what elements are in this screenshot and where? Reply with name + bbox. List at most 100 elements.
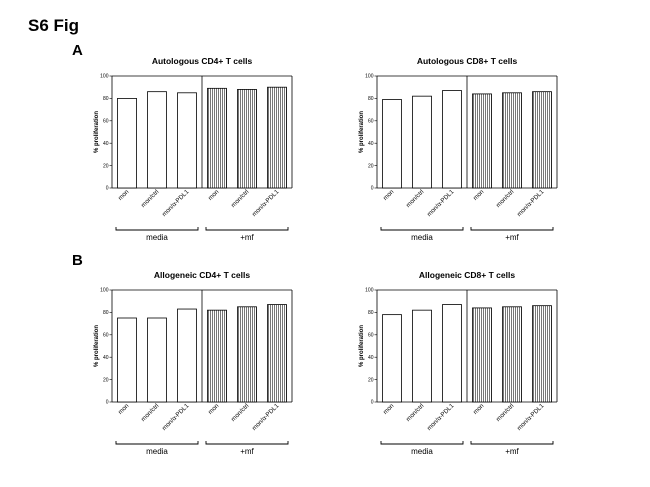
x-tick-label: mon (382, 402, 396, 416)
y-tick-label: 60 (103, 333, 109, 339)
group-label: +mf (240, 233, 254, 242)
x-tick-label: mon/α-PDL1 (251, 402, 281, 432)
bar (532, 91, 552, 189)
y-tick-label: 20 (368, 163, 374, 169)
y-tick-label: 60 (368, 119, 374, 125)
y-axis-label: % proliferation (94, 111, 100, 153)
bar (117, 317, 137, 403)
group-label: media (146, 447, 168, 456)
x-tick-label: mon/ctrl (495, 402, 516, 423)
x-tick-label: mon/α-PDL1 (516, 402, 546, 432)
y-tick-label: 0 (371, 186, 374, 192)
y-tick-label: 20 (368, 377, 374, 383)
bar (532, 305, 552, 403)
bar (237, 89, 257, 189)
y-tick-label: 80 (103, 310, 109, 316)
figure-title: S6 Fig (28, 16, 80, 35)
bar (117, 98, 137, 189)
chart-title: Autologous CD4+ T cells (152, 56, 253, 66)
x-tick-label: mon/ctrl (230, 188, 251, 209)
x-tick-label: mon (382, 188, 396, 202)
group-label: media (411, 233, 433, 242)
x-tick-label: mon/ctrl (230, 402, 251, 423)
y-tick-label: 100 (100, 288, 109, 294)
panel-label-a: A (72, 42, 83, 59)
x-tick-label: mon (207, 402, 221, 416)
y-tick-label: 60 (368, 333, 374, 339)
y-tick-label: 0 (106, 400, 109, 406)
x-tick-label: mon/α-PDL1 (251, 188, 281, 218)
bar (442, 90, 462, 189)
chart-title: Allogeneic CD8+ T cells (419, 270, 515, 280)
x-tick-label: mon/α-PDL1 (161, 188, 191, 218)
y-tick-label: 40 (103, 141, 109, 147)
x-tick-label: mon/α-PDL1 (426, 402, 456, 432)
bar (177, 92, 197, 189)
bar (237, 306, 257, 403)
y-tick-label: 100 (100, 74, 109, 80)
y-tick-label: 20 (103, 377, 109, 383)
bar (502, 92, 522, 189)
group-bracket (115, 227, 199, 231)
bar (207, 87, 227, 189)
chart-autologous-cd4: Autologous CD4+ T cells 0 20 40 60 80 100 % pro… (94, 56, 293, 242)
group-label: +mf (240, 447, 254, 456)
y-tick-label: 80 (103, 96, 109, 102)
chart-allogeneic-cd8: Allogeneic CD8+ T cells 0 20 40 60 80 100 % pro… (359, 270, 558, 456)
y-tick-label: 40 (103, 355, 109, 361)
bar (147, 317, 167, 403)
bar (177, 308, 197, 403)
y-tick-label: 80 (368, 310, 374, 316)
bar (472, 307, 492, 403)
x-tick-label: mon (117, 402, 131, 416)
bar (207, 309, 227, 403)
bar (442, 304, 462, 403)
y-axis-label: % proliferation (359, 325, 365, 367)
x-tick-label: mon/α-PDL1 (426, 188, 456, 218)
group-label: media (146, 233, 168, 242)
bar (267, 304, 287, 403)
bar (147, 91, 167, 189)
x-tick-label: mon/ctrl (405, 402, 426, 423)
x-tick-label: mon/ctrl (140, 402, 161, 423)
bar (472, 93, 492, 189)
y-axis-label: % proliferation (359, 111, 365, 153)
panel-label-b: B (72, 252, 83, 269)
bar (382, 99, 402, 189)
chart-autologous-cd8: Autologous CD8+ T cells 0 20 40 60 80 100 % pro… (359, 56, 558, 242)
bar (267, 86, 287, 189)
chart-title: Autologous CD8+ T cells (417, 56, 518, 66)
group-bracket (205, 441, 289, 445)
bar (382, 314, 402, 403)
y-tick-label: 100 (365, 288, 374, 294)
bar (412, 95, 432, 189)
x-tick-label: mon (117, 188, 131, 202)
group-bracket (115, 441, 199, 445)
y-tick-label: 40 (368, 141, 374, 147)
bar (502, 306, 522, 403)
group-bracket (470, 441, 554, 445)
y-axis-label: % proliferation (94, 325, 100, 367)
group-label: media (411, 447, 433, 456)
x-tick-label: mon (472, 402, 486, 416)
bar (412, 309, 432, 403)
group-bracket (470, 227, 554, 231)
group-bracket (380, 227, 464, 231)
x-tick-label: mon/ctrl (140, 188, 161, 209)
group-label: +mf (505, 447, 519, 456)
y-tick-label: 60 (103, 119, 109, 125)
group-label: +mf (505, 233, 519, 242)
y-tick-label: 0 (106, 186, 109, 192)
x-tick-label: mon (472, 188, 486, 202)
y-tick-label: 20 (103, 163, 109, 169)
group-bracket (380, 441, 464, 445)
y-tick-label: 0 (371, 400, 374, 406)
x-tick-label: mon/α-PDL1 (516, 188, 546, 218)
y-tick-label: 80 (368, 96, 374, 102)
y-tick-label: 100 (365, 74, 374, 80)
x-tick-label: mon/ctrl (405, 188, 426, 209)
x-tick-label: mon (207, 188, 221, 202)
group-bracket (205, 227, 289, 231)
chart-title: Allogeneic CD4+ T cells (154, 270, 250, 280)
x-tick-label: mon/α-PDL1 (161, 402, 191, 432)
